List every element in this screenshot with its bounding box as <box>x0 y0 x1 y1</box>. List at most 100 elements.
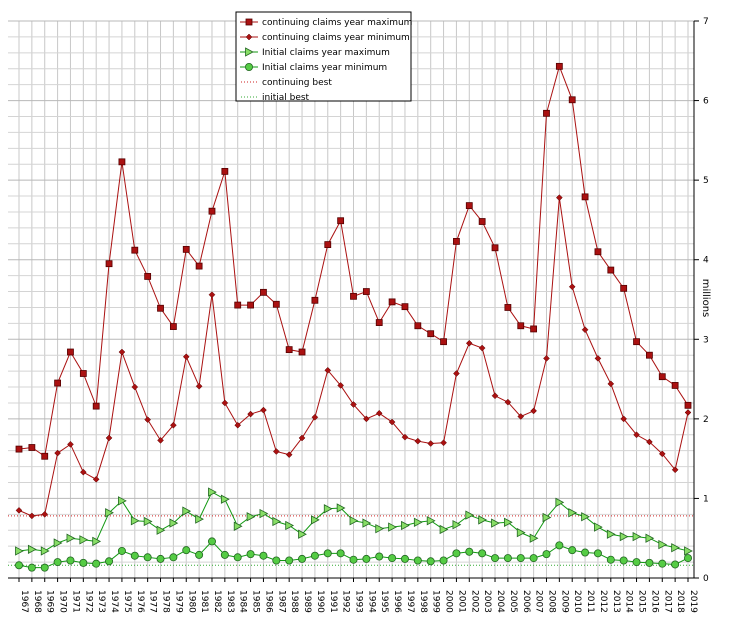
data-point <box>220 494 230 504</box>
data-point <box>285 346 293 354</box>
data-point <box>426 516 436 526</box>
series-layer <box>14 62 693 572</box>
data-point <box>620 284 628 292</box>
data-point <box>362 288 370 295</box>
data-point <box>568 546 577 555</box>
data-point <box>503 517 513 527</box>
data-point <box>28 512 36 520</box>
data-point <box>221 399 229 407</box>
data-point <box>401 433 409 441</box>
x-tick-label: 1974 <box>109 590 119 613</box>
data-point <box>272 300 280 308</box>
data-point <box>388 418 396 426</box>
x-tick-label: 1971 <box>70 590 80 613</box>
data-point <box>491 392 499 400</box>
data-point <box>555 194 563 202</box>
legend-label: continuing claims year maximum <box>262 18 412 28</box>
data-point <box>440 338 447 346</box>
axes: 0 1 2 3 4 5 6 7 1967 1968 1969 1970 1971 1972 1973 1974… <box>8 17 709 613</box>
data-point <box>658 373 666 381</box>
data-point <box>272 516 282 527</box>
data-point <box>401 303 409 311</box>
data-point <box>453 238 460 245</box>
data-point <box>478 344 486 352</box>
data-point <box>414 322 422 330</box>
data-point <box>465 339 473 347</box>
data-point <box>606 529 616 539</box>
data-point <box>633 431 640 439</box>
data-point <box>594 355 602 362</box>
data-point <box>336 549 345 558</box>
data-point <box>581 512 590 522</box>
data-point <box>581 326 589 334</box>
data-point <box>92 536 102 547</box>
series <box>15 194 692 520</box>
data-point <box>542 550 551 559</box>
data-point <box>658 450 666 458</box>
data-point <box>555 497 565 508</box>
x-tick-label: 2005 <box>508 590 518 613</box>
data-point <box>671 560 680 569</box>
data-point <box>118 158 126 166</box>
data-point <box>478 549 487 558</box>
data-point <box>543 109 550 117</box>
data-point <box>388 522 397 532</box>
data-point <box>337 382 344 389</box>
data-point <box>362 554 371 563</box>
x-tick-label: 1973 <box>96 590 106 613</box>
data-point <box>208 207 216 215</box>
data-point <box>375 319 383 326</box>
data-point <box>79 535 89 545</box>
data-point <box>105 557 114 566</box>
data-point <box>350 292 357 300</box>
x-tick-label: 2013 <box>611 590 621 613</box>
data-point <box>337 217 345 225</box>
x-tick-label: 1970 <box>58 590 68 613</box>
data-point <box>15 445 23 453</box>
x-tick-label: 1994 <box>366 590 376 613</box>
x-tick-label: 1976 <box>135 590 145 613</box>
x-tick-label: 1985 <box>251 590 261 613</box>
data-point <box>633 338 640 346</box>
data-point <box>285 520 295 531</box>
x-tick-label: 1977 <box>148 590 158 613</box>
data-point <box>27 544 37 555</box>
data-point <box>169 518 179 528</box>
data-point <box>504 398 512 406</box>
x-tick-label: 1968 <box>32 590 42 613</box>
data-point <box>28 444 36 451</box>
data-point <box>245 18 253 26</box>
data-point <box>170 421 177 429</box>
x-tick-label: 1986 <box>263 590 273 613</box>
data-point <box>684 409 692 416</box>
data-point <box>247 410 254 418</box>
data-point <box>516 554 525 563</box>
data-point <box>260 288 267 296</box>
x-tick-label: 1992 <box>341 590 351 613</box>
data-point <box>375 523 385 534</box>
data-point <box>619 531 629 542</box>
data-point <box>41 452 49 460</box>
data-point <box>272 556 281 565</box>
data-point <box>491 244 499 252</box>
y-tick-label: 1 <box>703 494 709 504</box>
data-point <box>594 248 602 256</box>
legend-item: initial best <box>241 93 310 103</box>
x-tick-label: 2002 <box>469 590 479 613</box>
data-point <box>105 434 113 442</box>
data-point <box>529 554 538 563</box>
data-point <box>143 553 152 562</box>
data-point <box>169 553 178 562</box>
data-point <box>388 298 396 306</box>
data-point <box>233 553 242 562</box>
data-point <box>529 533 539 543</box>
reference-lines <box>8 515 694 566</box>
data-point <box>440 439 447 447</box>
legend-label: Initial claims year minimum <box>262 63 387 73</box>
data-point <box>465 510 475 520</box>
data-point <box>542 512 552 523</box>
data-point <box>233 521 243 531</box>
series <box>15 487 693 556</box>
data-point <box>234 301 242 309</box>
